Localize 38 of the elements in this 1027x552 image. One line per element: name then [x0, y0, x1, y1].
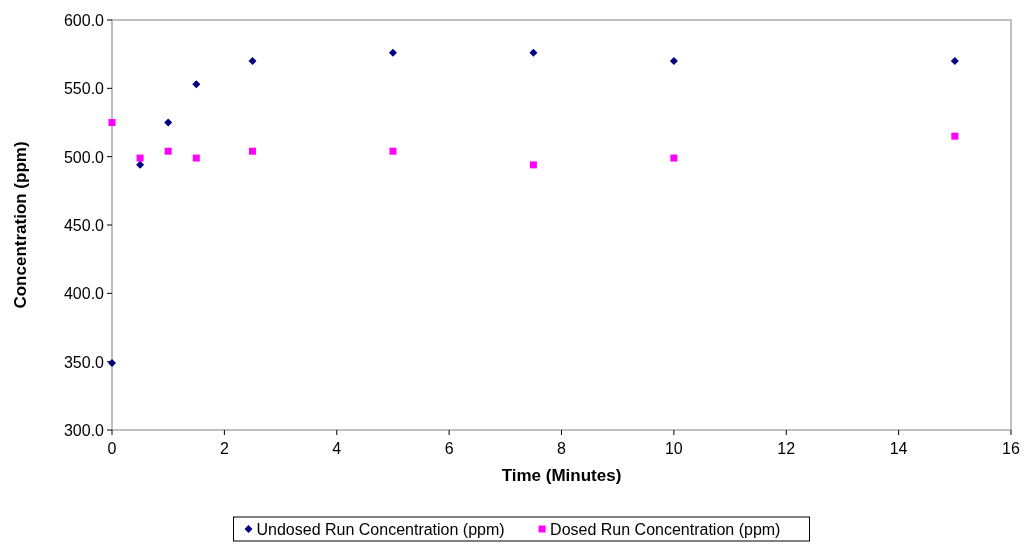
point — [192, 80, 201, 89]
point — [529, 48, 538, 57]
y-tick-label: 450.0 — [63, 217, 105, 234]
y-tick-label: 550.0 — [63, 80, 105, 98]
point — [950, 57, 959, 65]
point — [388, 48, 397, 57]
point — [389, 147, 397, 155]
y-tick-label: 600.0 — [63, 12, 105, 29]
point — [248, 57, 257, 65]
point — [164, 147, 172, 155]
point — [529, 161, 537, 169]
point — [670, 154, 678, 162]
point — [164, 118, 173, 127]
x-tick-label: 16 — [1002, 440, 1020, 457]
point — [192, 154, 200, 162]
y-tick-label: 350.0 — [63, 353, 105, 371]
x-tick-label: 0 — [107, 440, 117, 457]
x-axis-title: Time (Minutes) — [501, 466, 622, 485]
point — [136, 154, 144, 162]
point — [136, 160, 145, 169]
point — [108, 119, 116, 126]
point — [669, 57, 678, 65]
y-axis-title: Concentration (ppm) — [11, 141, 30, 309]
point — [248, 147, 256, 155]
point — [108, 359, 116, 368]
y-tick-label: 300.0 — [63, 422, 105, 439]
x-tick-label: 8 — [557, 440, 567, 457]
x-tick-label: 10 — [664, 440, 683, 457]
x-tick-label: 4 — [332, 440, 342, 457]
legend-label: Undosed Run Concentration (ppm) — [256, 521, 505, 538]
y-tick-label: 500.0 — [63, 148, 105, 166]
point — [951, 132, 959, 140]
x-tick-label: 14 — [889, 440, 908, 457]
legend-label: Dosed Run Concentration (ppm) — [550, 521, 781, 538]
x-tick-label: 12 — [777, 440, 796, 457]
x-tick-label: 2 — [219, 440, 229, 457]
x-tick-label: 6 — [444, 440, 454, 457]
y-tick-label: 400.0 — [63, 285, 105, 303]
